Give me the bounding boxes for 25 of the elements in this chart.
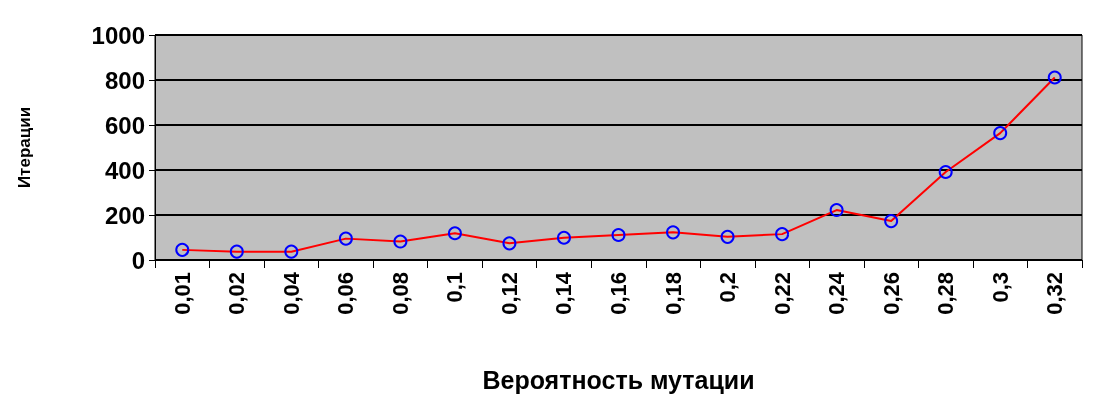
x-tick-label: 0,26 xyxy=(878,272,904,315)
x-tick-label: 0,22 xyxy=(769,272,795,315)
x-tick-label: 0,02 xyxy=(224,272,250,315)
x-tick-label: 0,1 xyxy=(442,272,468,303)
x-tick-label: 0,18 xyxy=(660,272,686,315)
x-tick-label: 0,28 xyxy=(933,272,959,315)
x-tick-label: 0,32 xyxy=(1042,272,1068,315)
y-axis-title: Итерации xyxy=(15,106,34,189)
y-tick-label: 0 xyxy=(131,246,145,274)
x-tick-label: 0,24 xyxy=(824,271,850,315)
x-tick-label: 0,3 xyxy=(987,272,1013,303)
y-tick-label: 400 xyxy=(104,156,145,184)
x-tick-label: 0,16 xyxy=(606,272,631,315)
y-tick-label: 200 xyxy=(104,201,145,229)
x-tick-label: 0,2 xyxy=(715,272,741,303)
x-tick-label: 0,04 xyxy=(278,271,304,315)
x-axis-title: Вероятность мутации xyxy=(482,365,755,394)
x-tick-label: 0,06 xyxy=(333,272,359,315)
x-tick-label: 0,08 xyxy=(387,272,413,315)
y-tick-label: 1000 xyxy=(91,21,145,49)
y-tick-label: 800 xyxy=(104,66,145,94)
y-tick-label: 600 xyxy=(104,111,145,139)
x-tick-label: 0,14 xyxy=(551,271,577,315)
x-tick-label: 0,12 xyxy=(496,272,522,315)
x-tick-label: 0,01 xyxy=(169,272,195,315)
